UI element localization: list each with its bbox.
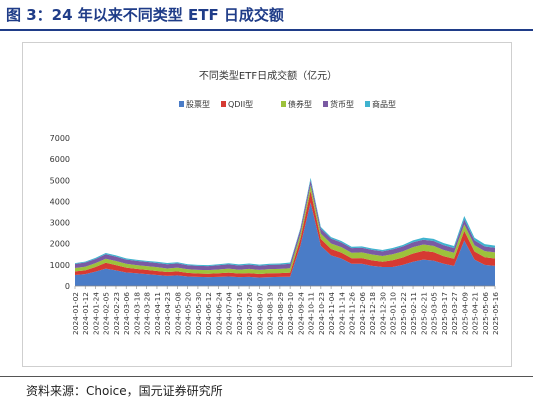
x-tick-label: 2024-03-28: [143, 292, 152, 335]
x-tick-label: 2024-07-16: [235, 292, 244, 335]
y-tick-label: 5000: [50, 176, 70, 185]
x-tick-label: 2024-11-04: [327, 292, 336, 335]
chart-legend: 股票型 QDII型 债券型 货币型 商品型: [179, 99, 396, 109]
x-tick-label: 2024-11-14: [337, 292, 346, 335]
x-tick-label: 2024-08-07: [255, 292, 264, 335]
y-tick-label: 3000: [50, 219, 70, 228]
x-tick-label: 2024-07-04: [225, 292, 234, 335]
x-axis: 2024-01-02 2024-01-12 2024-01-24 2024-02-05…: [71, 285, 500, 335]
x-tick-label: 2024-10-23: [317, 292, 326, 335]
x-tick-label: 2024-01-02: [71, 292, 80, 335]
x-tick-label: 2025-03-17: [440, 292, 449, 335]
y-tick-label: 4000: [50, 197, 70, 206]
x-tick-label: 2024-08-29: [276, 292, 285, 335]
x-tick-label: 2024-02-05: [102, 292, 111, 335]
legend-swatch-stock: [179, 101, 184, 107]
chart-title: 不同类型ETF日成交额（亿元）: [199, 69, 337, 82]
x-tick-label: 2025-05-06: [481, 292, 490, 335]
x-tick-label: 2024-06-24: [214, 292, 223, 335]
y-tick-label: 7000: [50, 134, 70, 143]
figure-title: 图 3：24 年以来不同类型 ETF 日成交额: [6, 6, 284, 24]
x-tick-label: 2024-04-23: [163, 292, 172, 335]
y-tick-label: 6000: [50, 155, 70, 164]
legend-label-commodity: 商品型: [372, 99, 396, 109]
stacked-areas: [75, 177, 495, 286]
legend-swatch-commodity: [365, 101, 370, 107]
x-tick-label: 2024-12-18: [368, 292, 377, 335]
source-divider: [0, 376, 533, 377]
x-tick-label: 2025-04-21: [471, 292, 480, 335]
y-axis: 0 1000 2000 3000 4000 5000 6000 7000: [50, 134, 70, 291]
legend-label-currency: 货币型: [330, 99, 354, 109]
x-tick-label: 2025-01-10: [389, 292, 398, 335]
x-tick-label: 2024-05-08: [173, 292, 182, 335]
source-note: 资料来源：Choice，国元证券研究所: [26, 384, 223, 398]
area-series-stock: [75, 202, 495, 286]
x-tick-label: 2024-05-20: [184, 292, 193, 335]
legend-swatch-bond: [281, 101, 286, 107]
chart-frame: [22, 42, 512, 367]
x-tick-label: 2024-09-24: [296, 292, 305, 335]
y-tick-label: 0: [65, 282, 70, 291]
x-tick-label: 2024-09-10: [286, 292, 295, 335]
x-tick-label: 2024-05-30: [194, 292, 203, 335]
x-tick-label: 2024-02-23: [112, 292, 121, 335]
x-tick-label: 2024-01-24: [91, 292, 100, 335]
x-tick-label: 2025-02-11: [409, 292, 418, 335]
area-series-qdii: [75, 190, 495, 278]
x-tick-label: 2025-02-21: [419, 292, 428, 335]
x-tick-label: 2024-03-06: [122, 292, 131, 335]
legend-label-qdii: QDII型: [228, 100, 253, 109]
x-tick-label: 2024-03-18: [132, 292, 141, 335]
legend-swatch-qdii: [221, 101, 226, 107]
area-series-currency: [75, 180, 495, 271]
header-rule: [0, 29, 533, 31]
y-tick-label: 1000: [50, 261, 70, 270]
x-tick-label: 2024-08-19: [266, 292, 275, 335]
x-tick-label: 2024-11-26: [348, 292, 357, 335]
x-tick-label: 2025-01-22: [399, 292, 408, 335]
legend-swatch-currency: [323, 101, 328, 107]
x-tick-label: 2024-04-11: [153, 292, 162, 335]
x-tick-label: 2025-03-27: [450, 292, 459, 335]
x-tick-label: 2024-10-11: [307, 292, 316, 335]
y-tick-label: 2000: [50, 240, 70, 249]
x-tick-label: 2024-06-12: [204, 292, 213, 335]
legend-label-bond: 债券型: [288, 99, 312, 109]
legend-label-stock: 股票型: [186, 100, 210, 109]
x-tick-label: 2024-12-30: [378, 292, 387, 335]
x-tick-label: 2024-01-12: [81, 292, 90, 335]
x-tick-label: 2024-07-26: [245, 292, 254, 335]
x-tick-label: 2024-12-06: [358, 292, 367, 335]
x-tick-label: 2025-03-05: [430, 292, 439, 335]
area-series-bond: [75, 185, 495, 274]
x-tick-label: 2025-05-16: [491, 292, 500, 335]
x-tick-label: 2025-04-09: [460, 292, 469, 335]
